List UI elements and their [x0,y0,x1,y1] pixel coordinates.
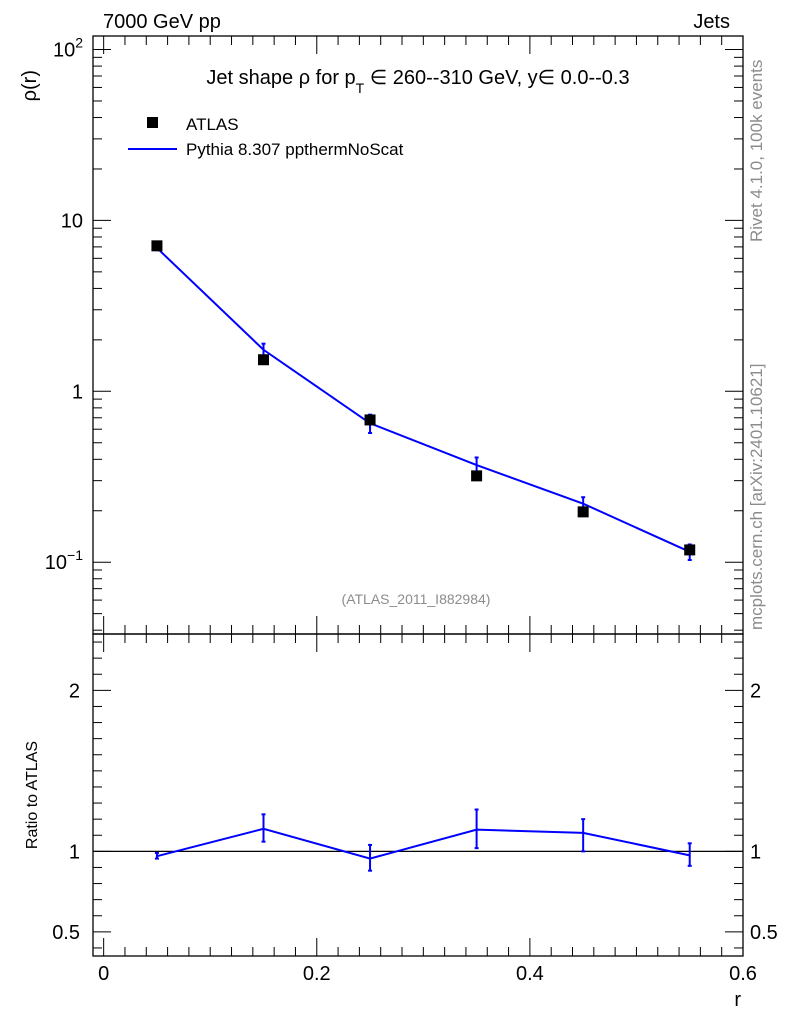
ratio-y-tick-label-right: 0.5 [750,922,778,944]
x-tick-label: 0 [98,963,109,985]
atlas-data-point [364,414,376,426]
mcplots-source-label: mcplots.cern.ch [arXiv:2401.10621] [747,363,766,630]
plot-title-for: for p [310,67,356,89]
main-y-tick-base: 1 [72,381,83,403]
ratio-line [156,827,690,860]
main-y-tick-base: 10 [53,40,75,62]
plot-title-prefix: Jet shape [206,67,298,89]
legend-marker-atlas [147,117,158,128]
legend-label-pythia: Pythia 8.307 ppthermNoScat [186,140,404,159]
ratio-y-tick-label-right: 1 [750,841,761,863]
main-y-tick-label: 10 [61,210,83,232]
ratio-data-layer [93,808,743,872]
ratio-y-tick-label: 0.5 [52,922,80,944]
atlas-data-point [471,470,483,482]
x-tick-label: 0.2 [303,963,331,985]
ratio-y-tick-label: 2 [69,680,80,702]
plot-title-rest: ∈ 260--310 GeV, y∈ 0.0--0.3 [364,67,629,89]
ratio-axis-ticks: 0 0.2 0.4 0.6 0.5 0.5 1 1 2 2 [52,634,778,985]
main-y-tick-label: 10−1 [45,547,83,574]
analysis-label: (ATLAS_2011_I882984) [342,591,491,607]
x-tick-label: 0.6 [729,963,757,985]
main-y-tick-label: 102 [53,35,83,62]
plot-title: Jet shape ρ for pT ∈ 260--310 GeV, y∈ 0.… [206,67,629,96]
x-axis-label: r [734,989,741,1011]
ratio-y-tick-label-right: 2 [750,680,761,702]
ratio-y-axis-label: Ratio to ATLAS [24,741,41,849]
legend: ATLAS Pythia 8.307 ppthermNoScat [128,115,404,159]
ratio-y-tick-label: 1 [69,841,80,863]
main-y-tick-exponent: 2 [75,35,83,51]
main-y-axis-label: ρ(r) [19,70,41,101]
x-tick-label: 0.4 [516,963,544,985]
main-y-tick-base: 10 [45,552,67,574]
process-label: Jets [693,11,730,33]
atlas-data-point [257,354,269,366]
plot-title-rho: ρ [299,67,310,89]
plot-title-subscript: T [356,80,365,96]
ratio-plot-frame [92,633,744,957]
main-y-tick-exponent: −1 [67,547,83,563]
atlas-data-point [577,506,589,518]
atlas-data-point [684,544,696,556]
main-data-layer [151,240,696,561]
main-y-tick-base: 10 [61,210,83,232]
atlas-data-point [151,240,163,252]
beam-energy-label: 7000 GeV pp [103,11,221,33]
main-y-tick-label: 1 [72,381,83,403]
pythia-line [156,247,691,553]
rivet-version-label: Rivet 4.1.0, 100k events [747,59,766,242]
legend-label-atlas: ATLAS [186,115,239,134]
